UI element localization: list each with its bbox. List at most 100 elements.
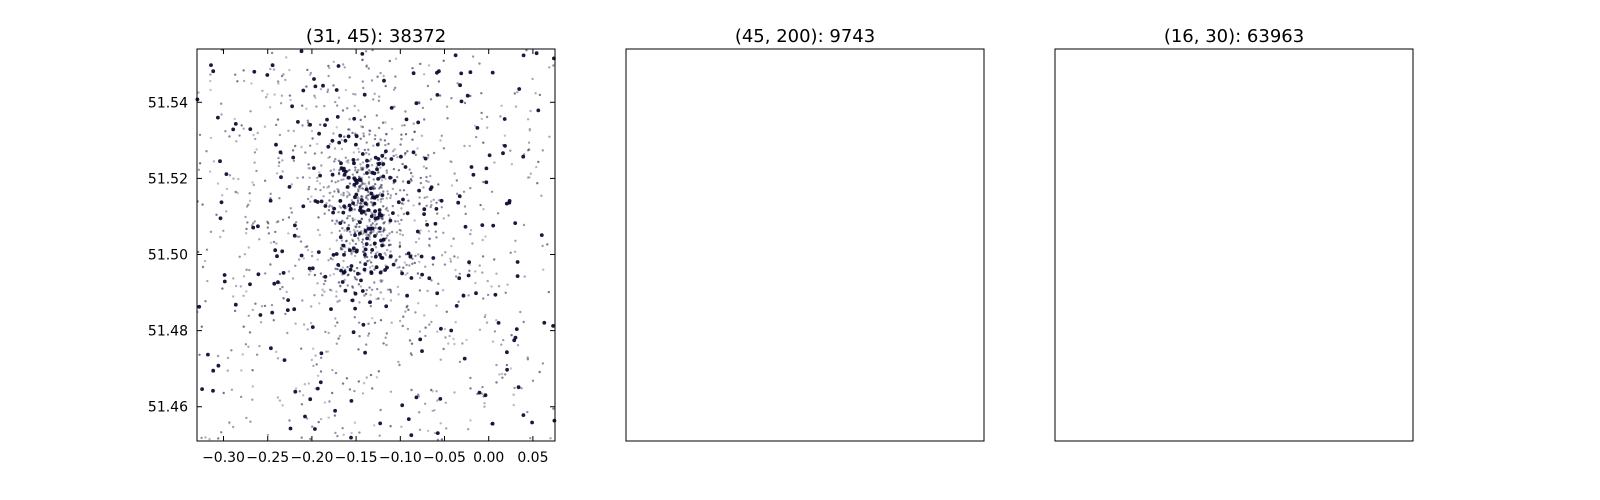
scatter-point <box>216 363 221 368</box>
scatter-point <box>455 179 458 182</box>
scatter-point <box>338 235 343 240</box>
scatter-point <box>238 134 241 137</box>
scatter-point <box>341 109 345 112</box>
scatter-point <box>399 229 403 232</box>
scatter-point <box>369 373 373 377</box>
scatter-point <box>368 286 371 289</box>
scatter-point <box>237 177 240 181</box>
scatter-point <box>373 202 377 205</box>
scatter-point <box>219 235 222 239</box>
scatter-point <box>480 392 484 395</box>
x-tick-label: −0.15 <box>335 450 378 466</box>
scatter-point <box>397 169 401 172</box>
scatter-point <box>515 274 520 278</box>
scatter-point <box>409 276 414 280</box>
scatter-point <box>365 171 369 175</box>
scatter-point <box>386 192 390 196</box>
scatter-point <box>340 138 343 142</box>
scatter-point <box>453 255 456 258</box>
scatter-point <box>279 102 283 105</box>
scatter-point <box>531 77 534 81</box>
scatter-point <box>431 409 434 413</box>
scatter-point <box>387 243 391 247</box>
scatter-point <box>410 353 413 357</box>
scatter-point <box>248 331 252 334</box>
scatter-point <box>516 385 521 390</box>
scatter-point <box>379 71 382 75</box>
scatter-point <box>216 182 220 185</box>
scatter-point <box>399 189 402 192</box>
scatter-point <box>347 128 350 131</box>
scatter-point <box>384 157 387 160</box>
scatter-point <box>341 210 346 215</box>
scatter-point <box>406 327 410 331</box>
scatter-point <box>454 304 459 308</box>
scatter-point <box>379 230 382 233</box>
scatter-point <box>538 370 541 374</box>
scatter-point <box>286 298 290 302</box>
scatter-point <box>380 160 384 163</box>
scatter-point <box>201 265 205 269</box>
scatter-point <box>208 437 211 441</box>
scatter-point <box>351 173 354 176</box>
scatter-point <box>391 262 396 267</box>
scatter-point <box>350 251 353 254</box>
scatter-point <box>386 248 389 252</box>
scatter-point <box>400 403 405 408</box>
scatter-point <box>490 422 493 426</box>
scatter-point <box>328 288 332 291</box>
scatter-point <box>269 346 273 351</box>
scatter-point <box>293 389 298 394</box>
scatter-point <box>359 261 362 264</box>
scatter-point <box>430 388 433 392</box>
scatter-point <box>355 222 359 226</box>
scatter-point <box>474 270 477 273</box>
scatter-point <box>369 251 373 254</box>
scatter-point <box>440 206 443 209</box>
scatter-point <box>414 101 419 106</box>
scatter-point <box>249 110 252 113</box>
scatter-point <box>287 216 291 219</box>
scatter-point <box>379 319 383 322</box>
scatter-point <box>341 219 344 222</box>
scatter-point <box>527 148 531 151</box>
scatter-point <box>270 51 274 55</box>
scatter-point <box>353 218 357 221</box>
scatter-point <box>519 310 522 314</box>
scatter-point <box>289 207 292 210</box>
scatter-point <box>312 77 316 81</box>
scatter-point <box>341 427 344 430</box>
scatter-point <box>270 310 275 315</box>
scatter-point <box>379 138 383 142</box>
scatter-point <box>538 93 542 97</box>
scatter-point <box>340 178 343 182</box>
scatter-point <box>279 287 282 291</box>
scatter-point <box>266 226 269 229</box>
scatter-point <box>228 421 231 424</box>
scatter-point <box>272 240 276 244</box>
scatter-point <box>337 180 340 183</box>
scatter-point <box>365 204 369 207</box>
scatter-point <box>416 272 420 275</box>
scatter-point <box>404 253 408 256</box>
scatter-point <box>389 157 394 161</box>
scatter-points-1 <box>195 48 557 442</box>
scatter-point <box>291 277 295 280</box>
scatter-point <box>335 219 338 222</box>
scatter-point <box>295 221 298 224</box>
scatter-point <box>360 230 363 233</box>
scatter-point <box>338 205 341 208</box>
scatter-point <box>541 244 544 248</box>
scatter-point <box>382 222 385 225</box>
x-tick-label: −0.25 <box>246 450 289 466</box>
scatter-point <box>404 273 407 276</box>
scatter-point <box>467 428 470 431</box>
scatter-point <box>228 422 231 425</box>
scatter-point <box>469 186 472 190</box>
scatter-point <box>483 405 486 408</box>
scatter-point <box>366 198 369 201</box>
scatter-point <box>520 387 523 390</box>
scatter-point <box>458 272 461 275</box>
scatter-point <box>478 62 481 65</box>
scatter-point <box>349 264 354 268</box>
